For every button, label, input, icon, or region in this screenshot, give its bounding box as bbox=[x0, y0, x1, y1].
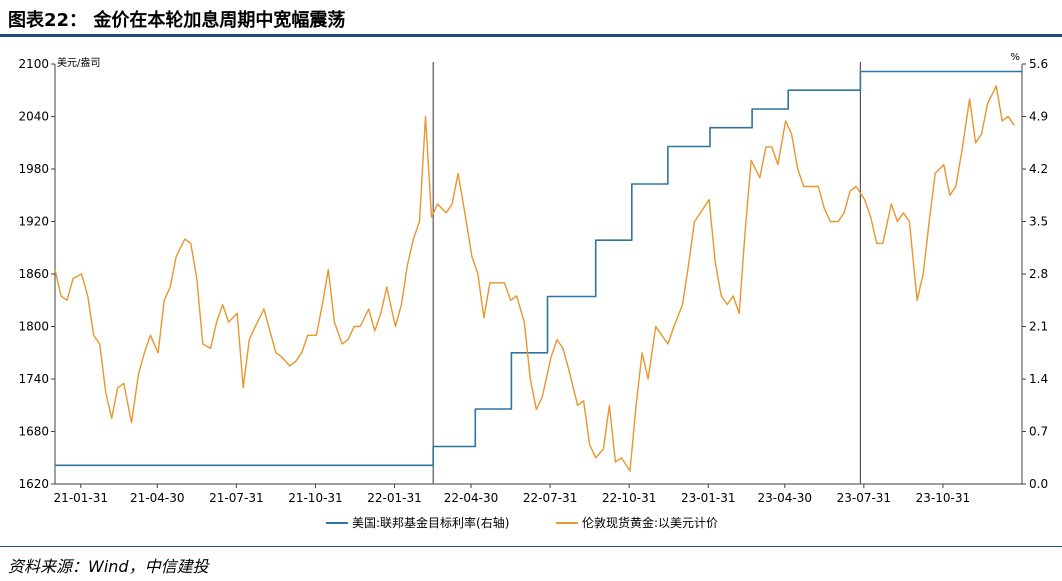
series-group bbox=[54, 70, 1022, 472]
chart: 1620 1680 1740 1800 1860 1920 1980 2040 2100 0.0… bbox=[18, 52, 1048, 530]
x-tick-label: 22-07-31 bbox=[523, 491, 577, 505]
left-tick-label: 1800 bbox=[18, 320, 49, 334]
x-axis-ticks: 21-01-31 21-04-30 21-07-31 21-10-31 22-01-31… bbox=[54, 484, 970, 505]
source-note: 资料来源：Wind，中信建投 bbox=[8, 557, 209, 576]
left-tick-label: 1920 bbox=[18, 215, 49, 229]
x-tick-label: 21-07-31 bbox=[209, 491, 263, 505]
vertical-markers bbox=[432, 62, 862, 484]
right-axis-ticks: 0.0 0.7 1.4 2.1 2.8 3.5 4.2 4.9 5.6 bbox=[1022, 57, 1048, 491]
right-tick-label: 2.1 bbox=[1029, 320, 1048, 334]
bottom-rule bbox=[0, 546, 1062, 547]
left-tick-label: 2100 bbox=[18, 57, 49, 71]
left-tick-label: 1680 bbox=[18, 425, 49, 439]
left-axis-unit: 美元/盎司 bbox=[57, 56, 100, 69]
right-tick-label: 0.7 bbox=[1029, 425, 1048, 439]
x-tick-label: 22-01-31 bbox=[367, 491, 421, 505]
x-tick-label: 21-04-30 bbox=[130, 491, 184, 505]
legend-label-rate: 美国:联邦基金目标利率(右轴) bbox=[352, 515, 509, 530]
chart-frame bbox=[54, 64, 1023, 485]
title-rule bbox=[0, 34, 1062, 37]
x-tick-label: 22-10-31 bbox=[602, 491, 656, 505]
left-tick-label: 1620 bbox=[18, 477, 49, 491]
left-tick-label: 2040 bbox=[18, 110, 49, 124]
legend: 美国:联邦基金目标利率(右轴) 伦敦现货黄金:以美元计价 bbox=[326, 515, 718, 530]
right-tick-label: 1.4 bbox=[1029, 372, 1048, 386]
left-tick-label: 1860 bbox=[18, 267, 49, 281]
left-tick-label: 1740 bbox=[18, 372, 49, 386]
left-axis-ticks: 1620 1680 1740 1800 1860 1920 1980 2040 2100 bbox=[18, 57, 55, 491]
right-tick-label: 5.6 bbox=[1029, 57, 1048, 71]
right-tick-label: 0.0 bbox=[1029, 477, 1048, 491]
x-tick-label: 23-04-30 bbox=[758, 491, 812, 505]
right-axis-unit: % bbox=[1010, 52, 1020, 63]
figure-title: 图表22： 金价在本轮加息周期中宽幅震荡 bbox=[8, 10, 346, 31]
gold-price-line bbox=[54, 85, 1015, 472]
right-tick-label: 3.5 bbox=[1029, 215, 1048, 229]
right-tick-label: 2.8 bbox=[1029, 267, 1048, 281]
right-tick-label: 4.9 bbox=[1029, 110, 1048, 124]
fed-rate-line bbox=[55, 70, 1022, 467]
x-tick-label: 23-07-31 bbox=[837, 491, 891, 505]
x-tick-label: 23-10-31 bbox=[916, 491, 970, 505]
x-tick-label: 21-01-31 bbox=[54, 491, 108, 505]
legend-label-gold: 伦敦现货黄金:以美元计价 bbox=[582, 515, 718, 530]
x-tick-label: 22-04-30 bbox=[444, 491, 498, 505]
x-tick-label: 23-01-31 bbox=[681, 491, 735, 505]
right-tick-label: 4.2 bbox=[1029, 162, 1048, 176]
left-tick-label: 1980 bbox=[18, 162, 49, 176]
x-tick-label: 21-10-31 bbox=[288, 491, 342, 505]
